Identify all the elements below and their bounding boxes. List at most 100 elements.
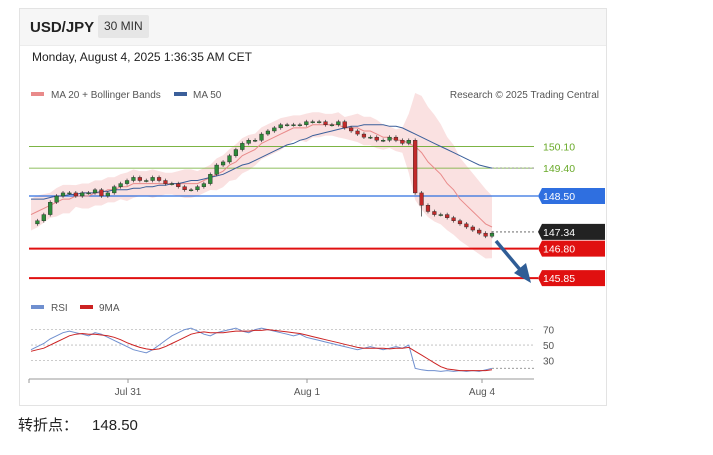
candle-body	[99, 189, 104, 197]
candle-body	[86, 192, 91, 195]
candle-body	[285, 124, 290, 126]
candle-body	[317, 121, 322, 123]
candle-body	[208, 174, 213, 184]
candle-body	[329, 124, 335, 126]
candle-body	[445, 214, 450, 218]
level-label-148.50: 148.50	[543, 191, 575, 203]
candle-body	[425, 205, 431, 212]
legend-label-ma50: MA 50	[193, 90, 222, 101]
candle-body	[361, 133, 367, 138]
level-label-149.40: 149.40	[543, 163, 575, 175]
time-tick-label: Aug 1	[294, 387, 321, 398]
candle-body	[368, 136, 373, 139]
time-tick-label: Aug 4	[469, 387, 496, 398]
level-tag-147.34	[538, 223, 605, 240]
candle-body	[291, 124, 296, 126]
candle-body	[240, 143, 245, 150]
legend-swatch-ma50	[174, 92, 187, 96]
level-label-146.80: 146.80	[543, 244, 575, 256]
candle-body	[80, 192, 85, 197]
candle-body	[156, 177, 162, 181]
candle-body	[489, 232, 495, 237]
candle-body	[169, 183, 174, 185]
candle-body	[457, 220, 463, 225]
candle-body	[464, 223, 469, 228]
legend-label-ma20: MA 20 + Bollinger Bands	[51, 90, 161, 101]
candle-body	[349, 127, 354, 132]
bollinger-band-area	[31, 93, 492, 259]
pivot-point-text: 转折点： 148.50	[18, 414, 138, 435]
rsi-tick-label: 50	[543, 341, 555, 352]
level-label-150.10: 150.10	[543, 141, 575, 153]
candle-body	[419, 192, 424, 206]
timeframe-badge[interactable]: 30 MIN	[98, 15, 149, 38]
candle-body	[374, 136, 379, 141]
candle-body	[336, 121, 341, 125]
candle-body	[60, 192, 66, 197]
candle-body	[413, 140, 418, 194]
candle-body	[144, 180, 149, 182]
legend-label-rsi: RSI	[51, 303, 68, 314]
candle-body	[233, 149, 238, 156]
candle-body	[483, 232, 488, 237]
candle-body	[387, 136, 392, 141]
legend-swatch-rsi	[31, 305, 44, 309]
candle-body	[67, 192, 72, 195]
candle-body	[48, 201, 53, 215]
chart-card: USD/JPY 30 MIN Monday, August 4, 2025 1:…	[19, 8, 607, 406]
legend-swatch-9ma	[80, 305, 93, 309]
candle-body	[163, 180, 168, 184]
candle-body	[195, 186, 200, 191]
candle-body	[342, 121, 347, 129]
pivot-label: 转折点：	[18, 416, 79, 434]
candle-body	[41, 214, 46, 221]
chart-datetime: Monday, August 4, 2025 1:36:35 AM CET	[32, 50, 252, 64]
candle-body	[406, 140, 411, 144]
candle-body	[227, 155, 232, 163]
candle-body	[137, 177, 142, 181]
candle-body	[105, 192, 110, 197]
rsi-panel: 70 50 30	[30, 326, 555, 372]
candle-body	[35, 220, 40, 225]
candle-body	[131, 177, 136, 181]
candle-body	[118, 183, 123, 187]
level-tag-148.50	[538, 188, 605, 204]
candle-body	[188, 189, 194, 192]
candle-body	[253, 140, 258, 142]
forecast-arrow	[494, 239, 531, 283]
candle-body	[201, 183, 206, 187]
candle-body	[432, 211, 437, 215]
candle-body	[470, 226, 475, 231]
candle-body	[451, 217, 456, 221]
candle-body	[272, 127, 277, 132]
legend-label-9ma: 9MA	[99, 303, 120, 314]
level-tag-146.80	[538, 240, 605, 257]
candle-body	[265, 130, 270, 135]
candle-body	[214, 164, 219, 175]
candle-body	[176, 183, 181, 187]
rsi-line	[30, 327, 493, 372]
level-label-147.34: 147.34	[543, 227, 575, 239]
candle-body	[54, 195, 59, 203]
candle-body	[73, 192, 78, 197]
candle-body	[400, 140, 405, 144]
time-tick-label: Jul 31	[115, 387, 142, 398]
watermark: Research © 2025 Trading Central	[450, 90, 599, 101]
level-label-145.85: 145.85	[543, 273, 575, 285]
candle-body	[259, 133, 264, 141]
rsi-tick-label: 30	[543, 357, 555, 368]
candle-body	[323, 121, 328, 125]
candle-body	[124, 180, 130, 184]
candle-body	[355, 130, 360, 135]
bollinger-bands	[31, 93, 492, 259]
rsi-tick-label: 70	[543, 326, 555, 337]
candle-body	[220, 161, 226, 166]
candle-body	[297, 124, 303, 126]
candle-body	[310, 121, 315, 123]
candle-body	[304, 121, 309, 125]
candle-body	[381, 140, 386, 142]
time-axis: Jul 31 Aug 1 Aug 4	[28, 378, 534, 398]
pivot-value: 148.50	[92, 417, 138, 434]
candle-body	[246, 140, 251, 144]
